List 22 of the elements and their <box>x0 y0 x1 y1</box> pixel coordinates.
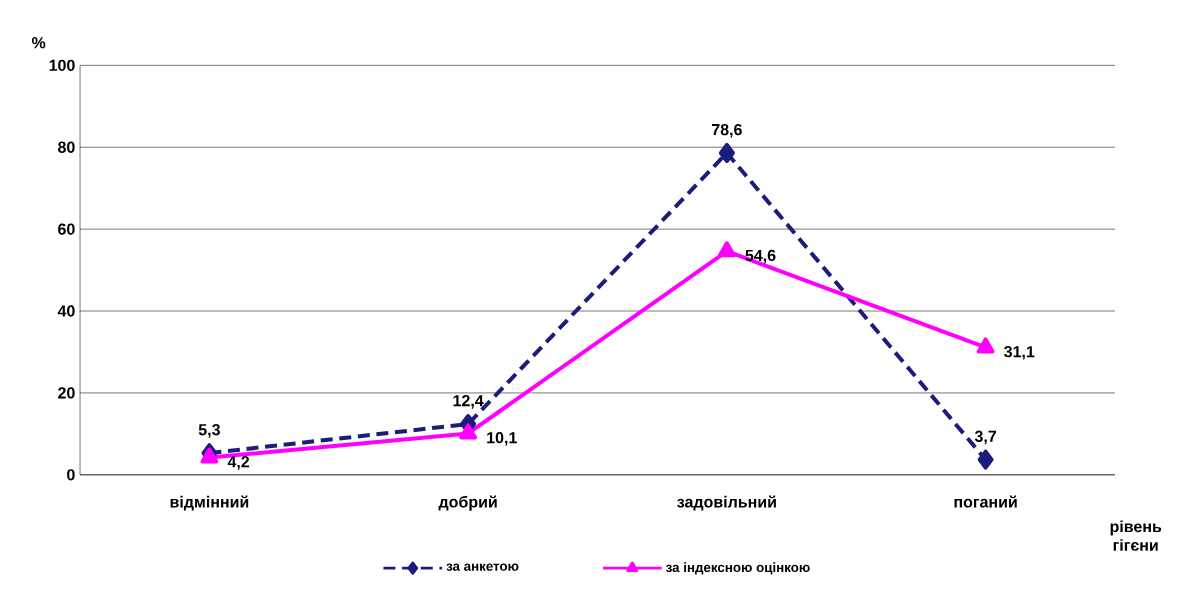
data-label: 78,6 <box>711 124 742 138</box>
data-label: 5,3 <box>198 424 220 438</box>
data-label: 12,4 <box>453 395 484 409</box>
y-tick-label: 80 <box>58 141 75 154</box>
legend-label: за анкетою <box>446 563 519 572</box>
y-tick-label: 100 <box>49 59 75 72</box>
data-label: 3,7 <box>974 430 997 445</box>
y-tick-label: 40 <box>57 305 75 317</box>
y-axis-title: % <box>31 37 46 49</box>
y-tick-label: 20 <box>58 387 75 399</box>
x-tick-label: поганий <box>954 495 1017 508</box>
data-label: 4,2 <box>227 456 250 471</box>
x-tick-label: задовільний <box>677 495 776 511</box>
x-tick-label: відмінний <box>170 495 249 511</box>
legend-label: за індексною оцінкою <box>666 562 810 575</box>
data-label: 10,1 <box>487 432 517 446</box>
data-label: 31,1 <box>1004 346 1035 360</box>
data-label: 54,6 <box>745 250 776 264</box>
x-axis-title: рівень гігєни <box>1110 520 1162 552</box>
y-tick-label: 0 <box>67 469 75 481</box>
y-tick-label: 60 <box>58 223 75 236</box>
x-tick-label: добрий <box>438 495 497 511</box>
